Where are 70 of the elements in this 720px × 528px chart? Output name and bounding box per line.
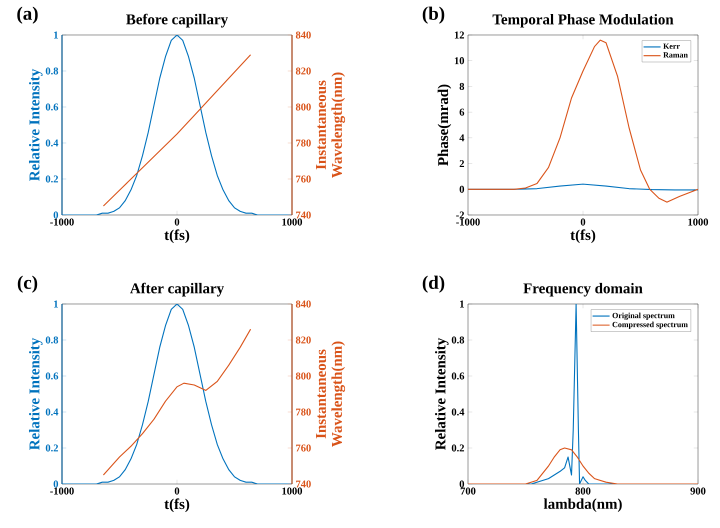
y-tick-label: 0.2	[46, 175, 58, 183]
chart-title: Before capillary	[126, 14, 228, 28]
line-series	[468, 447, 698, 484]
y2-tick-label: 740	[296, 480, 311, 488]
y-tick-label: 1	[460, 300, 464, 308]
y2-tick-label: 740	[296, 211, 311, 219]
x-tick-label: -1000	[456, 218, 480, 226]
y2-tick-label: 840	[296, 31, 311, 39]
y-tick-label: 2	[460, 160, 464, 168]
y2-axis-title: Instantaneous Wavelength(nm)	[316, 342, 346, 447]
y-tick-label: 1	[54, 32, 58, 38]
y-tick-label: 8	[460, 82, 464, 90]
x-axis-title: t(fs)	[164, 229, 190, 244]
y-tick-label: 12	[454, 32, 464, 38]
line-series	[102, 328, 252, 476]
chart-title: After capillary	[130, 282, 224, 296]
y-tick-label: 0	[460, 186, 464, 193]
y-tick-label: 1	[54, 300, 58, 308]
y2-tick-label: 820	[296, 67, 311, 75]
y-tick-label: 0	[54, 480, 58, 488]
y-tick-label: 10	[454, 57, 464, 64]
y-tick-label: 0.8	[452, 336, 464, 344]
y-axis-title: Relative Intensity	[434, 338, 449, 450]
y2-axis-title: Instantaneous Wavelength(nm)	[316, 72, 346, 178]
y2-tick-label: 840	[296, 300, 311, 308]
y-axis-title: Phase(mrad)	[438, 84, 452, 166]
text: (c)	[18, 276, 38, 293]
y-tick-label: 0.4	[46, 408, 58, 416]
text: (a)	[17, 6, 38, 24]
y2-tick-label: 760	[296, 444, 311, 452]
x-tick-label: 700	[460, 488, 476, 495]
x-axis-title: t(fs)	[570, 229, 596, 244]
y-tick-label: 0.6	[46, 372, 58, 380]
y2-tick-label: 780	[296, 408, 311, 416]
y2-tick-label: 820	[296, 336, 311, 344]
x-tick-label: 800	[576, 488, 590, 495]
x-tick-label: 1000	[282, 488, 302, 495]
text: (b)	[422, 6, 444, 24]
x-axis-title: t(fs)	[164, 498, 190, 512]
y2-tick-label: 780	[296, 139, 311, 147]
y-tick-label: 0	[460, 480, 464, 488]
y2-tick-label: 800	[296, 372, 311, 380]
x-tick-label: 900	[690, 488, 706, 495]
y-tick-label: 0.4	[452, 408, 464, 416]
x-tick-label: 1000	[282, 218, 302, 226]
x-tick-label: 0	[580, 218, 586, 226]
x-axis-title: lambda(nm)	[544, 498, 622, 512]
y-tick-label: 0.6	[452, 372, 464, 380]
y2-tick-label: 800	[296, 103, 311, 111]
y-tick-label: 6	[460, 108, 464, 116]
y-tick-label: 4	[459, 134, 464, 142]
y-tick-label: -2	[456, 212, 464, 218]
x-tick-label: -1000	[50, 218, 74, 226]
chart-title: Temporal Phase Modulation	[492, 14, 674, 28]
y-axis-title: Relative Intensity	[28, 68, 43, 181]
y2-tick-label: 760	[296, 175, 311, 183]
text: (d)	[422, 276, 444, 293]
y-axis-title: Relative Intensity	[28, 338, 43, 450]
y-tick-label: 0.2	[46, 444, 58, 452]
y-tick-label: 0.8	[46, 336, 58, 344]
x-tick-label: 0	[174, 488, 180, 495]
y-tick-label: 0	[54, 211, 58, 219]
y-tick-label: 0.4	[46, 139, 58, 147]
y-tick-label: 0.2	[452, 444, 464, 452]
y-tick-label: 0.6	[46, 103, 58, 111]
x-tick-label: -1000	[50, 488, 74, 495]
x-tick-label: 1000	[688, 218, 708, 226]
chart-title: Frequency domain	[523, 282, 643, 296]
y-tick-label: 0.8	[46, 67, 58, 75]
x-tick-label: 0	[174, 218, 180, 226]
